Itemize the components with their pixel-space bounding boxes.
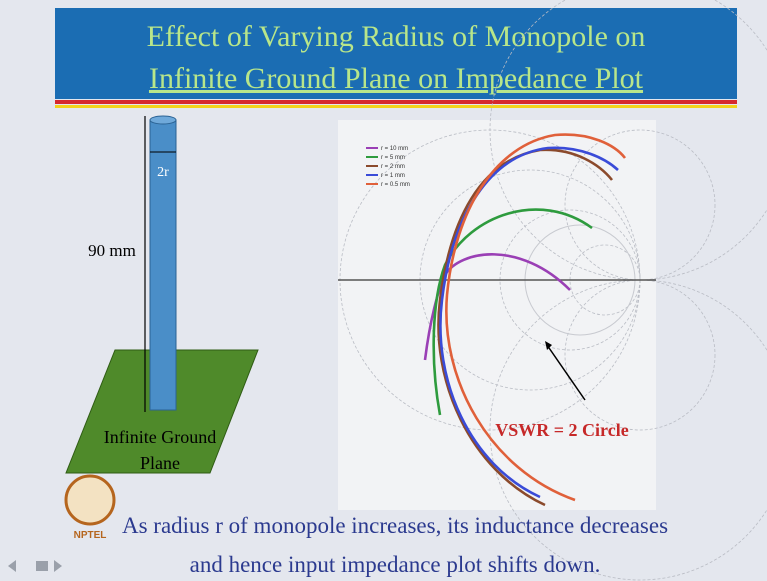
impedance-curve: [437, 148, 614, 507]
title-line: Effect of Varying Radius of Monopole on: [147, 20, 646, 53]
title-line: Infinite Ground Plane on Impedance Plot: [149, 62, 644, 95]
monopole-top: [149, 115, 177, 125]
height-label: 90 mm: [88, 241, 136, 260]
nav-next[interactable]: [54, 560, 62, 572]
arrow-head: [545, 341, 552, 350]
ground-label: Infinite Ground: [104, 427, 216, 447]
monopole: [149, 119, 177, 411]
legend-label: r = 2 mm: [381, 164, 405, 170]
title-bar: [55, 8, 737, 99]
caption-line: and hence input impedance plot shifts do…: [190, 552, 601, 577]
nav-prev[interactable]: [8, 560, 16, 572]
rule-yellow: [55, 105, 737, 108]
nav-menu[interactable]: [36, 561, 48, 571]
logo-label: NPTEL: [74, 530, 107, 541]
nav-controls[interactable]: [8, 560, 62, 572]
legend-label: r = 5 mm: [381, 155, 405, 161]
impedance-curve: [445, 133, 627, 502]
ground-plane: [65, 349, 259, 474]
ground-label: Plane: [140, 453, 180, 473]
radius-label: 2r: [157, 165, 169, 180]
logo: [64, 474, 116, 526]
legend-label: r = 0.5 mm: [381, 182, 410, 188]
annotation: VSWR = 2 Circle: [495, 420, 628, 440]
annotation-arrow: [546, 344, 586, 401]
impedance-curve: [439, 146, 619, 499]
rule-red: [55, 100, 737, 104]
legend: r = 10 mm r = 5 mm r = 2 mm r = 1 mm r =…: [366, 146, 410, 188]
caption-line: As radius r of monopole increases, its i…: [122, 513, 668, 538]
legend-label: r = 1 mm: [381, 173, 405, 179]
legend-label: r = 10 mm: [381, 146, 408, 152]
